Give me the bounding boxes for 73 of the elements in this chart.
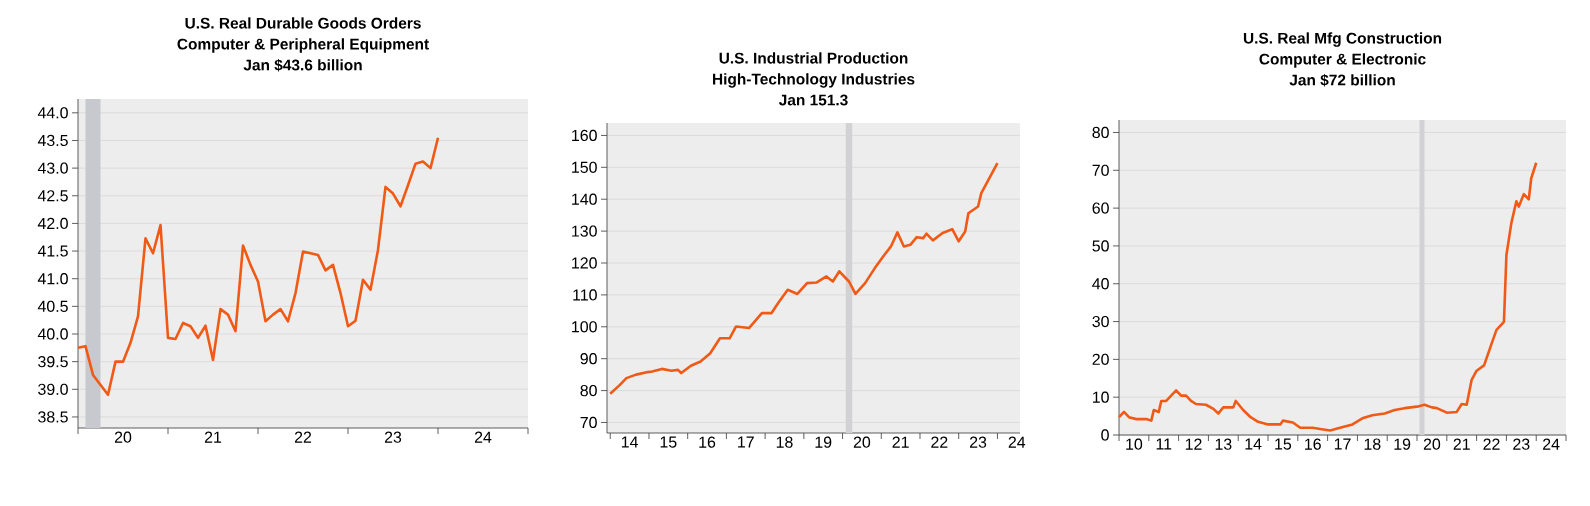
y-tick-label: 43.0 <box>37 162 68 174</box>
x-tick-label: 22 <box>294 431 312 443</box>
x-tick-label: 19 <box>1394 438 1411 450</box>
y-tick-label: 41.0 <box>37 273 68 285</box>
y-tick-label: 40.5 <box>37 300 68 312</box>
x-tick-label: 21 <box>892 436 909 448</box>
x-tick-label: 20 <box>114 431 132 443</box>
line-series <box>608 161 999 396</box>
y-tick-label: 42.5 <box>37 190 68 202</box>
y-tick-label: 50 <box>1092 240 1109 252</box>
x-tick-label: 22 <box>1483 438 1500 450</box>
x-tick-label: 24 <box>1543 438 1560 450</box>
x-tick-label: 14 <box>621 436 638 448</box>
y-tick-label: 110 <box>573 289 597 301</box>
y-tick-label: 41.5 <box>37 245 68 257</box>
x-tick-label: 23 <box>384 431 402 443</box>
y-tick-label: 60 <box>1092 202 1109 214</box>
x-tick-label: 16 <box>699 436 716 448</box>
y-tick-label: 30 <box>1092 315 1109 328</box>
y-tick-label: 42.0 <box>37 217 68 230</box>
y-tick-label: 70 <box>580 416 597 429</box>
y-tick-label: 39.0 <box>38 383 68 395</box>
y-tick-label: 43.5 <box>37 134 68 147</box>
chart-title: U.S. Real Mfg Construction <box>1243 32 1442 47</box>
line-series <box>1117 161 1538 432</box>
x-tick-label: 24 <box>1008 436 1026 448</box>
y-tick-label: 80 <box>1092 126 1109 139</box>
x-tick-label: 20 <box>1423 438 1441 450</box>
x-tick-label: 20 <box>853 436 871 448</box>
x-tick-label: 18 <box>776 436 793 448</box>
x-tick-label: 21 <box>204 431 222 443</box>
x-tick-label: 17 <box>1334 438 1351 450</box>
y-tick-label: 40 <box>1092 278 1109 290</box>
chart-subtitle: High-Technology Industries <box>713 73 915 88</box>
y-tick-label: 160 <box>572 129 597 142</box>
y-tick-label: 70 <box>1092 164 1109 176</box>
x-tick-label: 19 <box>815 436 832 448</box>
y-tick-label: 39.5 <box>38 356 68 368</box>
y-tick-label: 100 <box>572 321 597 333</box>
x-tick-label: 21 <box>1453 438 1470 450</box>
x-tick-label: 23 <box>970 436 987 448</box>
y-tick-label: 44.0 <box>37 107 68 119</box>
y-tick-label: 140 <box>572 193 597 205</box>
x-tick-label: 17 <box>738 436 754 448</box>
y-tick-label: 10 <box>1092 391 1109 403</box>
x-tick-label: 22 <box>931 436 948 448</box>
x-tick-label: 15 <box>660 436 677 448</box>
y-tick-label: 150 <box>572 161 597 173</box>
y-tick-label: 0 <box>1101 429 1109 441</box>
y-tick-label: 90 <box>580 353 597 365</box>
chart-subtitle: Computer & Electronic <box>1259 53 1426 68</box>
text: Jan $72 billion <box>1289 73 1395 87</box>
chart-title: U.S. Industrial Production <box>719 52 908 64</box>
y-tick-label: 38.5 <box>38 411 68 423</box>
x-tick-label: 12 <box>1185 438 1202 450</box>
x-tick-label: 11 <box>1156 438 1172 450</box>
x-tick-label: 13 <box>1215 438 1232 450</box>
x-tick-label: 16 <box>1305 438 1321 450</box>
text: Jan 151.3 <box>778 94 848 106</box>
text: Jan $43.6 billion <box>243 58 362 72</box>
y-tick-label: 120 <box>572 257 597 269</box>
x-tick-label: 14 <box>1245 438 1262 450</box>
x-tick-label: 18 <box>1364 438 1381 450</box>
chart-title: U.S. Real Durable Goods Orders <box>185 17 421 29</box>
x-tick-label: 24 <box>474 431 492 443</box>
x-tick-label: 10 <box>1126 438 1143 450</box>
y-tick-label: 130 <box>572 225 597 237</box>
x-tick-label: 23 <box>1513 438 1530 450</box>
chart-subtitle: Computer & Peripheral Equipment <box>177 38 429 53</box>
y-tick-label: 20 <box>1092 353 1109 366</box>
y-tick-label: 80 <box>580 384 597 397</box>
y-tick-label: 40.0 <box>37 328 68 340</box>
x-tick-label: 15 <box>1275 438 1292 450</box>
